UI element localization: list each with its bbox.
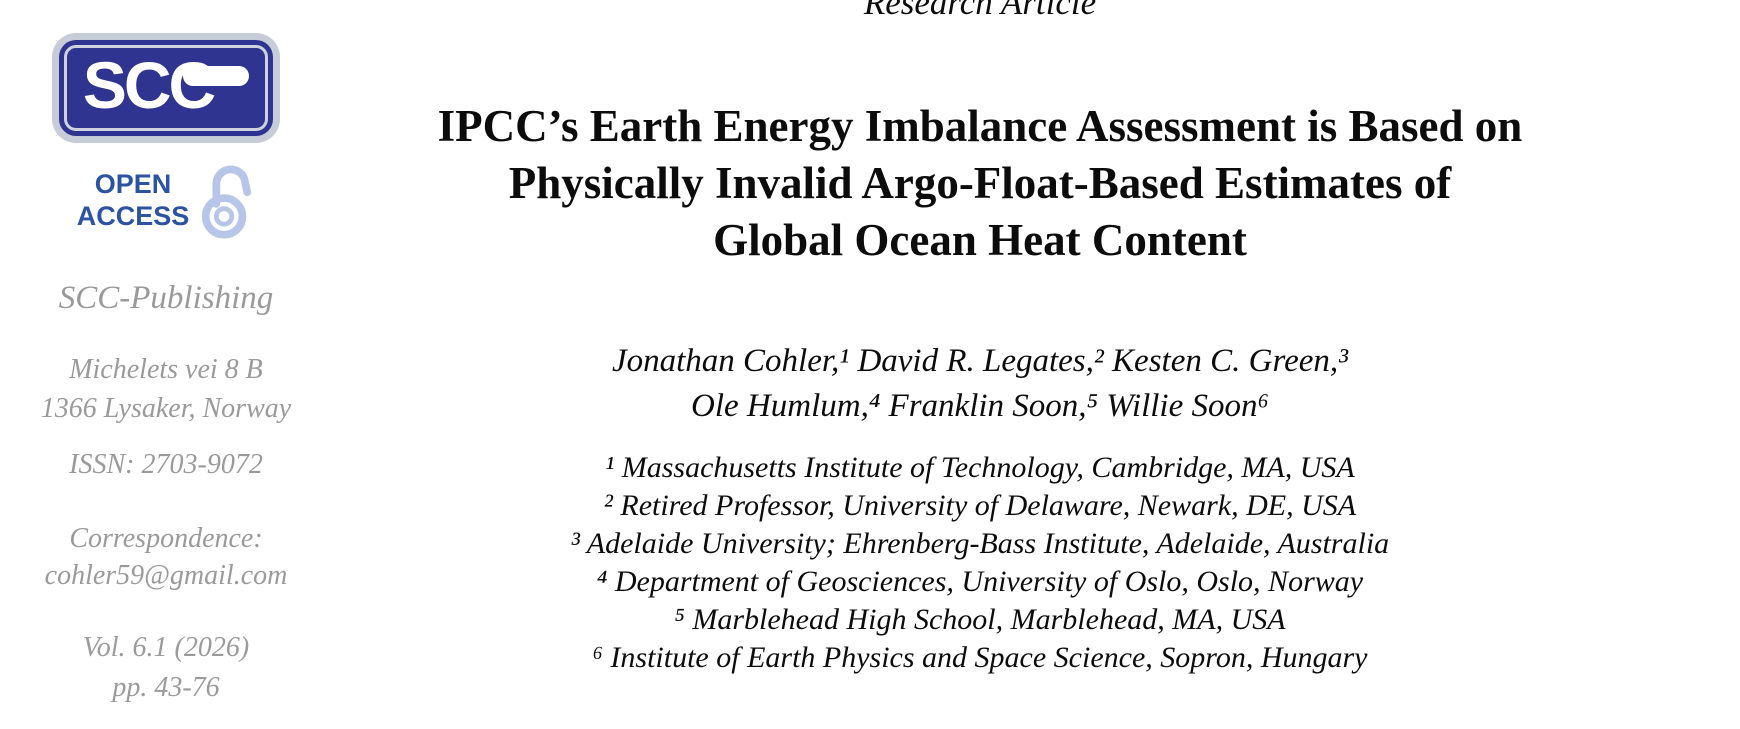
journal-sidebar: SCC OPEN ACCESS SCC-Publishing Michelets…: [0, 0, 332, 729]
issn: ISSN: 2703-9072: [69, 449, 263, 480]
affiliation-list: ¹ Massachusetts Institute of Technology,…: [570, 451, 1390, 674]
volume-pages: Vol. 6.1 (2026) pp. 43-76: [82, 632, 250, 703]
article-title: IPCC’s Earth Energy Imbalance Assessment…: [437, 101, 1523, 265]
author-list: Jonathan Cohler,¹ David R. Legates,² Kes…: [611, 343, 1349, 424]
open-lock-icon: [202, 165, 252, 239]
open-access-label: OPEN ACCESS: [77, 168, 190, 233]
publisher-name: SCC-Publishing: [58, 280, 274, 316]
open-access-line2: ACCESS: [76, 201, 190, 231]
scc-logo: SCC: [51, 33, 281, 143]
correspondence: Correspondence: cohler59@gmail.com: [44, 523, 288, 591]
article-type-label: Research Article: [863, 0, 1097, 22]
scc-logo-frame: SCC: [58, 40, 274, 136]
publisher-address: Michelets vei 8 B 1366 Lysaker, Norway: [40, 354, 292, 424]
scc-logo-dash-icon: [183, 66, 250, 86]
open-access-line1: OPEN: [94, 168, 172, 199]
scc-logo-face: SCC: [63, 45, 269, 131]
article-header: Research Article IPCC’s Earth Energy Imb…: [330, 0, 1630, 677]
open-access-badge: OPEN ACCESS: [0, 157, 332, 243]
